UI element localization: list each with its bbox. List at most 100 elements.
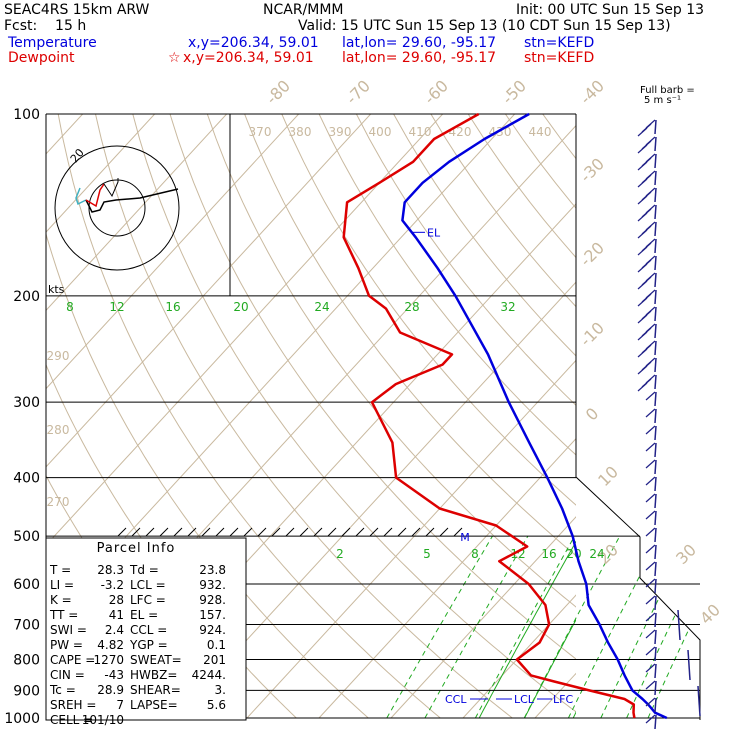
wind-barb [654, 629, 657, 645]
dry-adiabat-line [281, 114, 576, 506]
wind-barb [654, 561, 657, 577]
hodograph-red-trace [85, 183, 105, 208]
moist-adiabat-line [523, 535, 621, 719]
wind-barb [654, 170, 657, 186]
isotherm-label: 10 [594, 462, 622, 490]
barb-legend-line2: 5 m s⁻¹ [644, 95, 681, 106]
dewpoint-star-icon: ☆ [168, 50, 181, 66]
theta-label: 410 [409, 125, 432, 139]
dry-adiabat-line [57, 114, 441, 719]
parcel-key: SWEAT= [130, 653, 182, 667]
dry-adiabat-line [655, 114, 740, 718]
wind-barb-flag [637, 144, 648, 154]
parcel-key: LI = [50, 578, 74, 592]
wind-barb-flag [645, 425, 656, 435]
mixing-ratio-label: 24 [314, 300, 329, 314]
mixing-ratio-line [478, 540, 576, 719]
wind-barb [654, 459, 657, 475]
hatch-mark [257, 527, 267, 537]
parcel-value: 3. [215, 683, 226, 697]
parcel-value: 4.82 [97, 638, 124, 652]
mixing-ratio-line [730, 296, 740, 718]
isotherm-line [46, 114, 228, 312]
mixing-ratio-label: 16 [165, 300, 180, 314]
mixing-ratio-lines [386, 296, 740, 719]
dry-adiabat-line [504, 114, 576, 209]
parcel-value: 23.8 [199, 563, 226, 577]
wind-barb [654, 544, 657, 560]
wind-barb [654, 153, 657, 169]
wind-barb [654, 646, 657, 662]
mixing-ratio-label: 32 [500, 300, 515, 314]
parcel-key: PW = [50, 638, 83, 652]
wind-barb [654, 306, 657, 322]
wind-barb-flag [645, 578, 656, 588]
wind-barb-flag [637, 280, 648, 290]
wind-barbs [637, 119, 701, 730]
wind-barb [687, 649, 691, 681]
wind-barb-flag [637, 212, 648, 222]
theta-label: 290 [47, 349, 70, 363]
isotherm-label: -60 [420, 76, 452, 108]
wind-barb-flag [645, 629, 656, 639]
isotherm-line [607, 114, 740, 718]
parcel-key: SWI = [50, 623, 87, 637]
parcel-key: CAPE = [50, 653, 95, 667]
parcel-value: 0.1 [207, 638, 226, 652]
parcel-info-title: Parcel Info [97, 541, 176, 556]
wind-barb-flag [637, 127, 648, 137]
parcel-key: K = [50, 593, 72, 607]
hodograph-inner-ring [88, 179, 146, 237]
parcel-key: LCL = [130, 578, 166, 592]
wind-barb [654, 442, 657, 458]
hodograph-outer-ring [54, 145, 180, 271]
parcel-value: 2.4 [105, 623, 124, 637]
parcel-value: 932. [199, 578, 226, 592]
parcel-key: T = [49, 563, 71, 577]
wind-barb [654, 391, 657, 407]
parcel-value: 4244. [192, 668, 226, 682]
wind-barb [654, 663, 657, 679]
wind-barb-flag [645, 646, 656, 656]
dry-adiabat-line [467, 114, 576, 259]
theta-label: 440 [529, 125, 552, 139]
wind-barb [654, 289, 657, 305]
wind-barb-flag [637, 365, 648, 375]
wind-barb [654, 187, 657, 203]
hatch-mark [117, 527, 127, 537]
dry-adiabat-line [692, 114, 740, 718]
hodograph-loop [103, 178, 119, 198]
temperature-trace [401, 112, 668, 720]
hatch-mark [397, 527, 407, 537]
parcel-value: 924. [199, 623, 226, 637]
wind-barb [654, 680, 657, 696]
parcel-value: 7 [116, 698, 124, 712]
wind-barb [654, 357, 657, 373]
mixing-ratio-line [524, 618, 576, 719]
hodograph-trace [85, 188, 179, 213]
parcel-value: 28.3 [97, 563, 124, 577]
dewpoint-xy: x,y=206.34, 59.01 [183, 50, 314, 66]
hatch-mark [383, 527, 393, 537]
hatch-mark [159, 527, 169, 537]
wind-barb [654, 340, 657, 356]
dewpoint-trace [342, 112, 636, 719]
wind-barb [654, 425, 657, 441]
parcel-value: 28.9 [97, 683, 124, 697]
pressure-tick-label: 900 [13, 683, 40, 699]
pressure-tick-label: 800 [13, 652, 40, 668]
wind-barb-flag [645, 527, 656, 537]
wind-barb-flag [645, 697, 656, 707]
mixing-ratio-label: 24 [589, 547, 604, 561]
hatch-mark [187, 527, 197, 537]
dry-adiabat-line [95, 114, 513, 719]
pressure-tick-label: 400 [13, 471, 40, 487]
hodograph-unit-label: kts [48, 283, 65, 296]
isotherm-line [46, 114, 372, 468]
dry-adiabat-line [169, 114, 576, 660]
parcel-key: Tc = [49, 683, 76, 697]
isotherm-line [0, 114, 11, 718]
wind-barb-flag [637, 246, 648, 256]
dry-adiabat-line [0, 114, 8, 718]
